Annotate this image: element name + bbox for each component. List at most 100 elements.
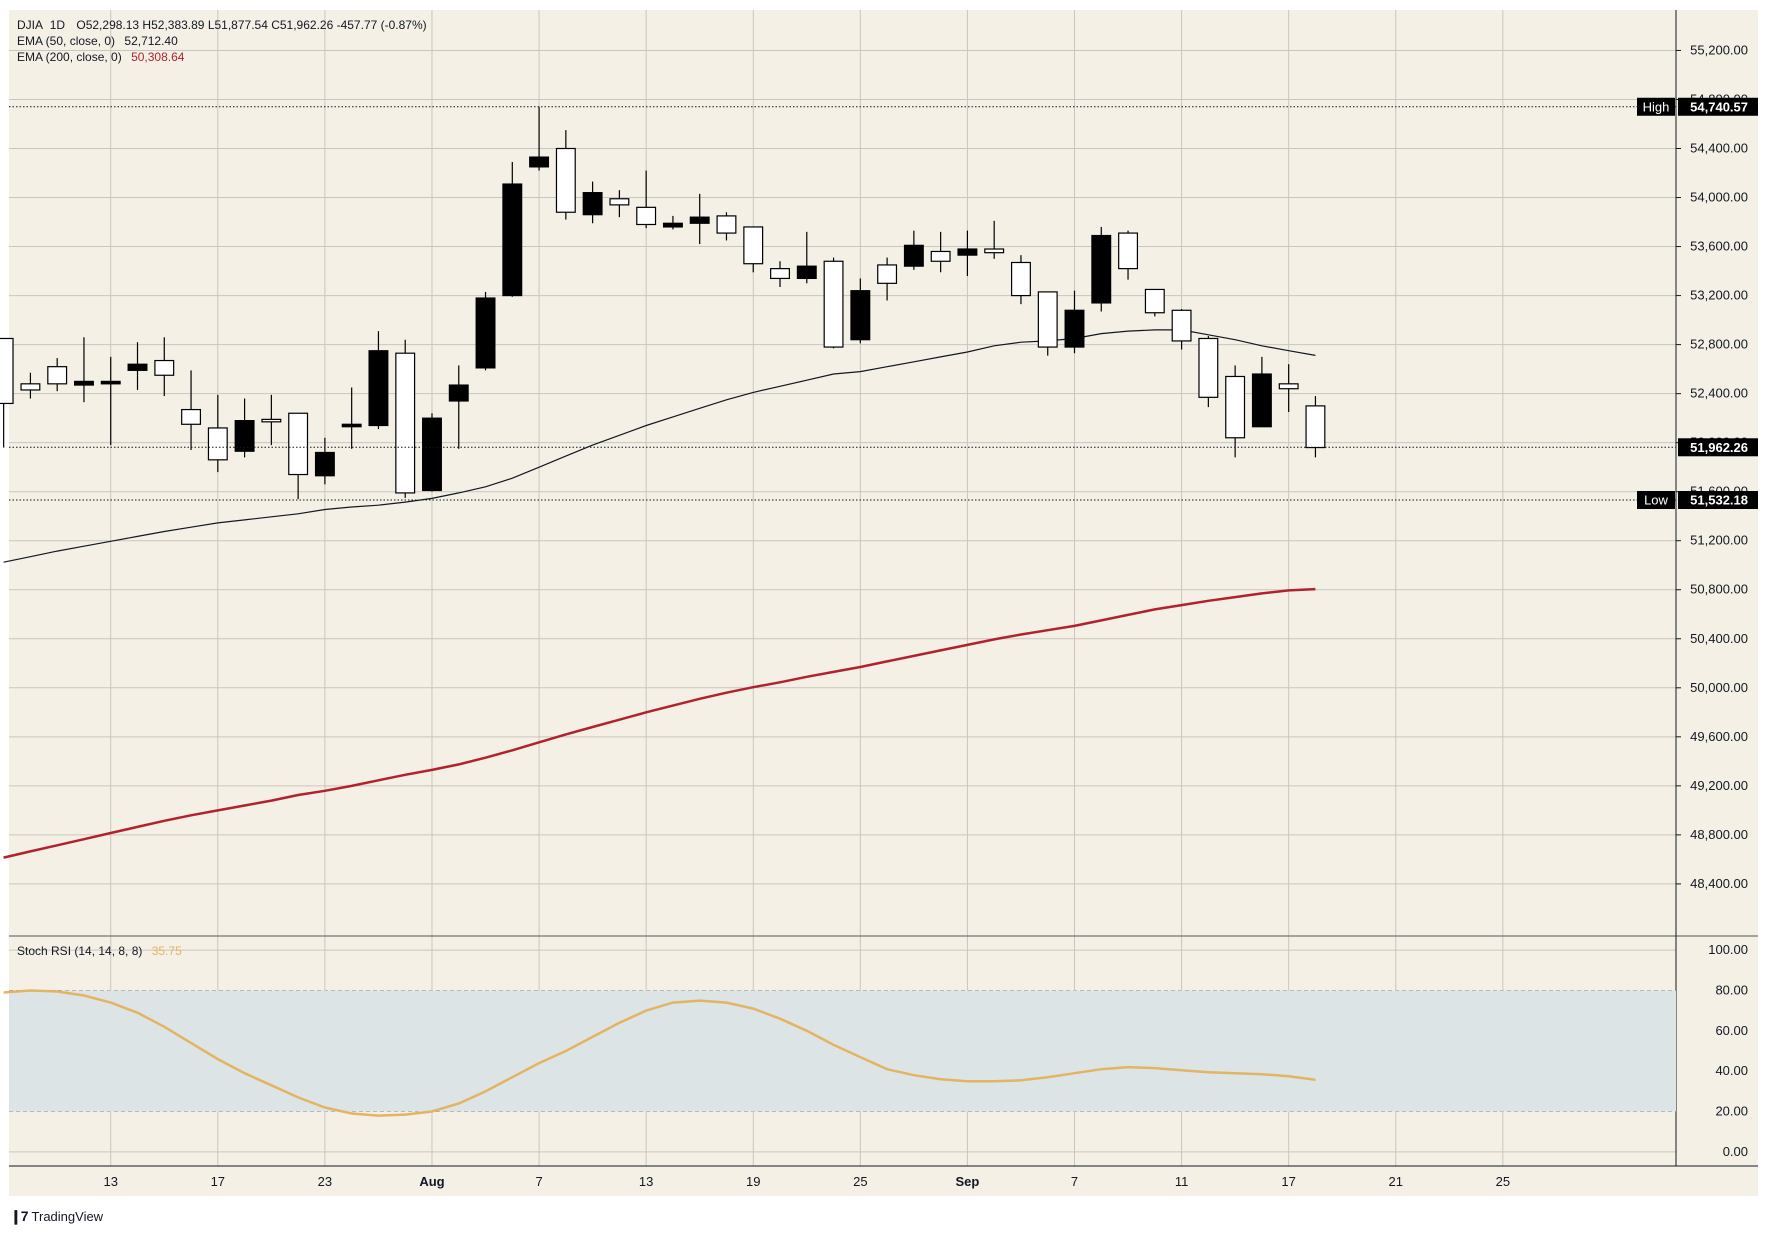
legend-symbol-line: DJIA 1D O52,298.13 H52,383.89 L51,877.54… <box>17 18 427 32</box>
low-badge-label-bg <box>1637 491 1675 510</box>
high-low-last-lines <box>9 106 1676 501</box>
candle-body <box>1144 288 1165 314</box>
ema50-line <box>3 329 1316 563</box>
legend-ema200-label: EMA (200, close, 0) <box>17 50 122 64</box>
stoch-tick-label: 0.00 <box>1723 1144 1748 1159</box>
candle-body <box>1225 375 1246 439</box>
candle-body <box>636 206 657 226</box>
high-badge-label: High <box>1643 99 1670 114</box>
date-tick-label: 11 <box>1175 1174 1189 1189</box>
candle-body <box>0 337 14 405</box>
candle-body <box>850 290 871 341</box>
date-tick-label: 25 <box>853 1174 867 1189</box>
date-tick-label: 7 <box>535 1174 542 1189</box>
candle-body <box>1198 337 1219 398</box>
stoch-rsi-line <box>3 989 1316 1117</box>
stoch-band-fill <box>9 990 1676 1112</box>
price-tick-label: 48,400.00 <box>1690 876 1748 891</box>
candle-body <box>984 248 1005 254</box>
price-tick-label: 52,400.00 <box>1690 386 1748 401</box>
candle-body <box>582 192 603 216</box>
price-tick-label: 49,600.00 <box>1690 729 1748 744</box>
candle-body <box>1010 261 1031 297</box>
legend-ema200-value: 50,308.64 <box>131 50 185 64</box>
stoch-tick-label: 100.00 <box>1708 942 1748 957</box>
last-price-badge-value: 51,962.26 <box>1690 440 1748 455</box>
candle-body <box>422 417 442 492</box>
last-price-badge-value-bg <box>1678 438 1758 457</box>
stoch-band <box>9 990 1676 1112</box>
price-tick-label: 52,800.00 <box>1690 337 1748 352</box>
price-tick-label: 50,400.00 <box>1690 631 1748 646</box>
candle-body <box>555 147 576 213</box>
price-tick-label: 50,000.00 <box>1690 680 1748 695</box>
candle-body <box>1171 309 1192 342</box>
price-tick-label: 53,200.00 <box>1690 288 1748 303</box>
candle-body <box>1037 291 1058 348</box>
legend-ema50: EMA (50, close, 0) 52,712.40 <box>17 34 178 48</box>
candle-body <box>127 363 148 371</box>
candle-body <box>957 248 978 256</box>
price-axis-background <box>1676 10 1758 1166</box>
date-tick-label: 13 <box>103 1174 117 1189</box>
candle-body <box>47 366 68 385</box>
candle-body <box>689 216 710 224</box>
high-badge-value-bg <box>1678 97 1758 116</box>
price-badges: High 54,740.57 Low 51,532.18 51,962.26 <box>1637 97 1758 510</box>
price-tick-label: 54,400.00 <box>1690 141 1748 156</box>
legend: DJIA 1D O52,298.13 H52,383.89 L51,877.54… <box>17 18 427 958</box>
low-badge-value: 51,532.18 <box>1690 493 1748 508</box>
price-tick-label: 55,200.00 <box>1690 42 1748 57</box>
legend-ema50-value: 52,712.40 <box>124 34 178 48</box>
tradingview-brand[interactable]: ❙7 TradingView <box>10 1208 103 1225</box>
date-tick-label: 23 <box>318 1174 332 1189</box>
ema200-line <box>3 587 1316 859</box>
candle-body <box>207 427 228 461</box>
candle-body <box>903 244 924 267</box>
candle-body <box>341 423 362 428</box>
price-tick-label: 50,800.00 <box>1690 582 1748 597</box>
candle-body <box>234 420 255 452</box>
candle-body <box>770 268 790 280</box>
stoch-tick-label: 80.00 <box>1715 982 1748 997</box>
candle-body <box>930 250 951 262</box>
candle-body <box>475 297 496 369</box>
date-tick-label: 19 <box>746 1174 760 1189</box>
stoch-rsi-curve <box>3 989 1316 1117</box>
brand-name: TradingView <box>31 1209 104 1224</box>
candle-body <box>100 380 121 385</box>
price-pane-background <box>9 10 1676 936</box>
ema-lines <box>3 329 1316 859</box>
candle-body <box>502 183 523 297</box>
stoch-tick-label: 20.00 <box>1715 1104 1748 1119</box>
high-badge-value: 54,740.57 <box>1690 99 1748 114</box>
low-badge-value-bg <box>1678 491 1758 510</box>
candles <box>0 106 1326 500</box>
candle-body <box>1305 405 1326 449</box>
legend-ema50-label: EMA (50, close, 0) <box>17 34 115 48</box>
candle-body <box>1118 232 1139 270</box>
candle-body <box>1278 383 1299 390</box>
candle-body <box>288 412 309 476</box>
price-tick-label: 53,600.00 <box>1690 239 1748 254</box>
candle-body <box>1091 234 1112 304</box>
price-tick-label: 49,200.00 <box>1690 778 1748 793</box>
date-tick-label: 21 <box>1389 1174 1403 1189</box>
stoch-tick-label: 40.00 <box>1715 1063 1748 1078</box>
stoch-tick-label: 60.00 <box>1715 1023 1748 1038</box>
candle-body <box>743 226 764 265</box>
candle-body <box>1064 309 1085 348</box>
candle-body <box>181 408 202 425</box>
candle-body <box>716 215 737 234</box>
price-tick-label: 54,000.00 <box>1690 190 1748 205</box>
date-tick-label: 17 <box>211 1174 225 1189</box>
date-tick-label: 7 <box>1071 1174 1078 1189</box>
date-tick-label: Aug <box>419 1174 444 1189</box>
candle-body <box>261 418 282 423</box>
price-tick-label: 51,200.00 <box>1690 533 1748 548</box>
date-tick-label: 25 <box>1496 1174 1510 1189</box>
candle-body <box>877 264 898 284</box>
candle-body <box>154 359 175 376</box>
tradingview-logo-icon: ❙7 <box>10 1208 29 1224</box>
